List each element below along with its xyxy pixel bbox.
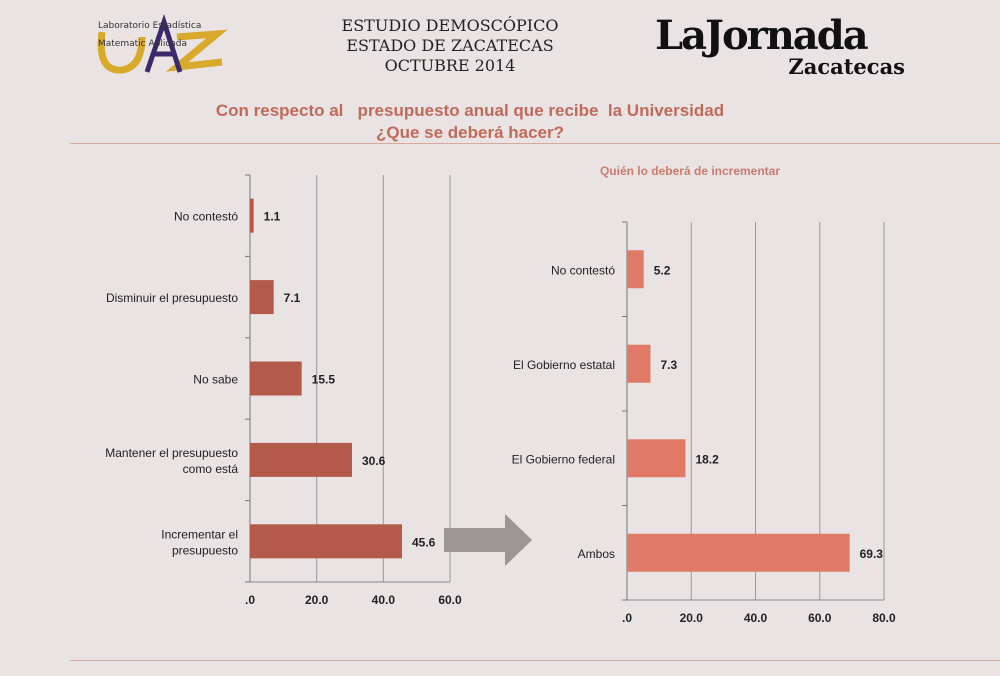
lab-logo: Laboratorio Estadística Matematic Aplica… [92, 12, 232, 77]
left-bar-chart: .0 20.0 40.0 60.0 1.1 No contestó 7.1 Disminuir… [105, 174, 462, 607]
bar-value-label: 18.2 [695, 452, 719, 466]
study-title-line: OCTUBRE 2014 [384, 56, 516, 75]
bottom-divider [70, 660, 1000, 661]
category-label: El Gobierno federal [512, 452, 615, 466]
bar-value-label: 5.2 [654, 263, 671, 277]
logo-main-text: LaJornada [655, 12, 869, 59]
bar-value-label: 69.3 [860, 547, 884, 561]
la-jornada-logo: LaJornada Zacatecas [655, 14, 915, 84]
question-line: Con respecto al presupuesto anual que re… [215, 101, 725, 120]
category-label: No contestó [551, 263, 615, 277]
category-label: No sabe [193, 373, 238, 387]
question-title: Con respecto al presupuesto anual que re… [150, 100, 790, 144]
svg-text:Laboratorio Estadística: Laboratorio Estadística [98, 21, 201, 31]
bar [250, 524, 402, 559]
bar [250, 442, 352, 477]
category-label: No contestó [174, 210, 238, 224]
category-label: Incrementar el [161, 527, 238, 541]
category-label: Ambos [578, 547, 615, 561]
bar [250, 198, 254, 233]
bar-value-label: 7.1 [284, 291, 301, 305]
x-tick-label: 60.0 [808, 611, 832, 625]
bar-value-label: 15.5 [312, 373, 336, 387]
x-tick-label: 20.0 [680, 611, 704, 625]
right-chart-title: Quién lo deberá de incrementar [600, 164, 780, 178]
category-label: presupuesto [172, 543, 238, 557]
bar [250, 361, 302, 396]
bar [627, 250, 644, 289]
study-title: ESTUDIO DEMOSCÓPICO ESTADO DE ZACATECAS … [300, 16, 600, 76]
top-divider [70, 143, 1000, 144]
arrow-icon [444, 514, 532, 566]
category-label: Mantener el presupuesto [105, 446, 238, 460]
category-label: El Gobierno estatal [513, 358, 615, 372]
x-tick-label: 40.0 [372, 593, 396, 607]
study-title-line: ESTUDIO DEMOSCÓPICO [341, 16, 559, 35]
bar-value-label: 1.1 [264, 210, 281, 224]
bar-value-label: 7.3 [660, 358, 677, 372]
bar-value-label: 45.6 [412, 535, 436, 549]
x-tick-label: 60.0 [438, 593, 462, 607]
x-tick-label: 40.0 [744, 611, 768, 625]
category-label: Disminuir el presupuesto [106, 291, 238, 305]
bar [627, 344, 651, 383]
study-title-line: ESTADO DE ZACATECAS [346, 36, 554, 55]
category-label: como está [183, 462, 239, 476]
x-tick-label: .0 [622, 611, 632, 625]
bar [627, 439, 686, 478]
right-bar-chart: .0 20.0 40.0 60.0 80.0 5.2 No contestó 7.3 El Go… [512, 221, 896, 625]
bar [250, 280, 274, 315]
bar-value-label: 30.6 [362, 454, 386, 468]
logo-sub-text: Zacatecas [788, 54, 905, 79]
x-tick-label: .0 [245, 593, 255, 607]
x-tick-label: 80.0 [872, 611, 896, 625]
svg-text:Matematic Aplicada: Matematic Aplicada [98, 39, 187, 49]
lab-logo-graphic: Laboratorio Estadística Matematic Aplica… [97, 14, 228, 74]
question-line: ¿Que se deberá hacer? [375, 123, 565, 142]
x-tick-label: 20.0 [305, 593, 329, 607]
bar [627, 533, 850, 572]
